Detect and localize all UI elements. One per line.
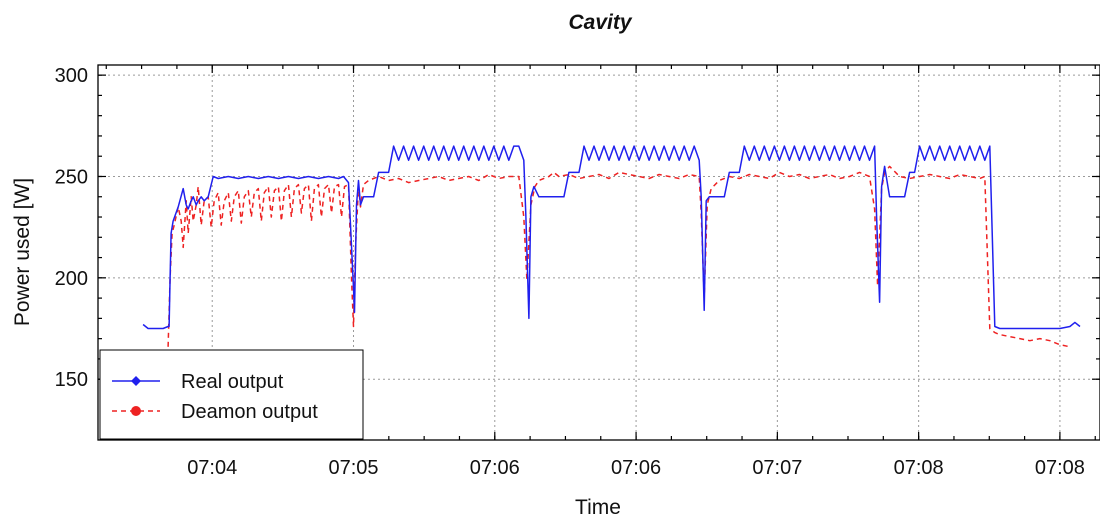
y-axis-label: Power used [W] [11, 178, 34, 326]
legend-label-deamon-output: Deamon output [181, 401, 318, 423]
legend-marker-real-output [131, 376, 141, 386]
x-tick-label: 07:06 [470, 457, 520, 479]
x-tick-label: 07:04 [187, 457, 237, 479]
y-tick-label: 250 [55, 166, 88, 188]
x-axis-label: Time [575, 496, 621, 519]
legend-marker-deamon-output [131, 406, 141, 416]
legend-label-real-output: Real output [181, 371, 284, 393]
x-tick-label: 07:07 [752, 457, 802, 479]
y-tick-label: 300 [55, 65, 88, 87]
x-tick-label: 07:05 [328, 457, 378, 479]
legend-box [99, 349, 364, 440]
series-line-real-output [142, 145, 1081, 330]
y-tick-label: 150 [55, 369, 88, 391]
chart-title: Cavity [568, 11, 632, 34]
legend-entry-deamon-output: Deamon output [112, 401, 318, 423]
plot-series [142, 145, 1081, 348]
x-tick-label: 07:08 [1035, 457, 1085, 479]
y-tick-label: 200 [55, 268, 88, 290]
legend: Real output Deamon output [99, 349, 364, 440]
series-line-deamon-output [167, 165, 1071, 348]
plot-frame [97, 64, 1100, 441]
legend-entry-real-output: Real output [112, 371, 284, 393]
x-tick-label: 07:06 [611, 457, 661, 479]
x-tick-label: 07:08 [894, 457, 944, 479]
axes: 150 200 250 300 07:04 07:05 07:06 07:06 07:07 07:… [55, 65, 1100, 479]
